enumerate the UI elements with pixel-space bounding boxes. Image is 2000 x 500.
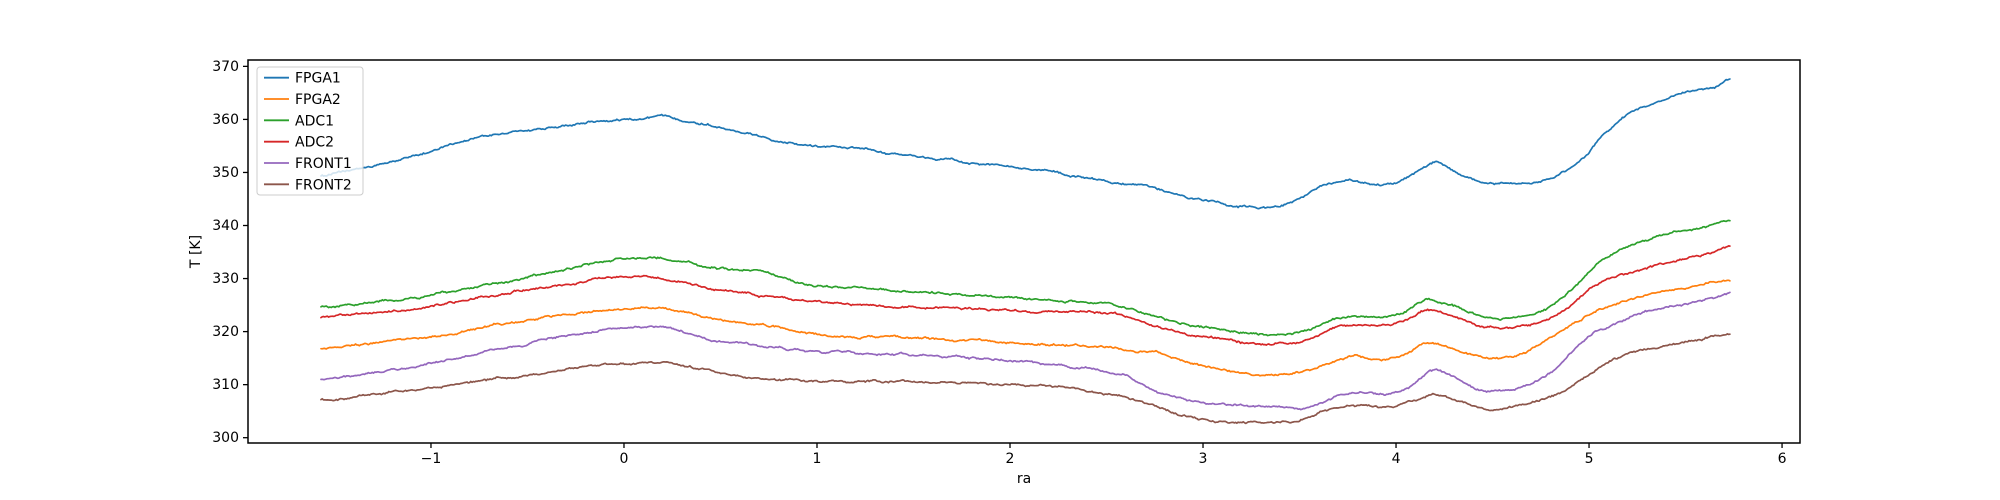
x-tick-label-3: 2 — [1006, 451, 1015, 467]
x-tick-label-1: 0 — [620, 451, 629, 467]
legend-label-front1: FRONT1 — [295, 156, 352, 172]
x-tick-label-4: 3 — [1199, 451, 1208, 467]
x-tick-label-7: 6 — [1778, 451, 1787, 467]
x-axis-label: ra — [1017, 471, 1031, 487]
y-axis-label: T [K] — [188, 235, 204, 269]
legend: FPGA1 FPGA2 ADC1 ADC2 FRONT1 FRONT2 — [256, 66, 364, 196]
legend-label-adc1: ADC1 — [295, 113, 334, 129]
x-tick-label-0: −1 — [421, 451, 442, 467]
legend-label-front2: FRONT2 — [295, 177, 352, 193]
series-line-adc1 — [320, 219, 1731, 337]
y-tick-label-0: 300 — [212, 430, 239, 446]
series-line-adc2 — [320, 245, 1731, 346]
legend-label-fpga1: FPGA1 — [295, 71, 341, 87]
series-line-front2 — [320, 333, 1731, 425]
legend-label-fpga2: FPGA2 — [295, 92, 341, 108]
series-line-front1 — [320, 291, 1731, 411]
legend-label-adc2: ADC2 — [295, 135, 334, 151]
y-tick-label-6: 360 — [212, 112, 239, 128]
x-tick-label-6: 5 — [1585, 451, 1594, 467]
series-line-fpga2 — [320, 279, 1731, 377]
x-tick-label-2: 1 — [813, 451, 822, 467]
y-tick-label-2: 320 — [212, 324, 239, 340]
y-tick-label-1: 310 — [212, 377, 239, 393]
y-tick-label-4: 340 — [212, 218, 239, 234]
plot-area-border — [247, 59, 1801, 444]
series-line-fpga1 — [320, 78, 1731, 210]
y-tick-label-5: 350 — [212, 165, 239, 181]
y-tick-label-7: 370 — [212, 59, 239, 75]
x-tick-label-5: 4 — [1392, 451, 1401, 467]
y-tick-label-3: 330 — [212, 271, 239, 287]
